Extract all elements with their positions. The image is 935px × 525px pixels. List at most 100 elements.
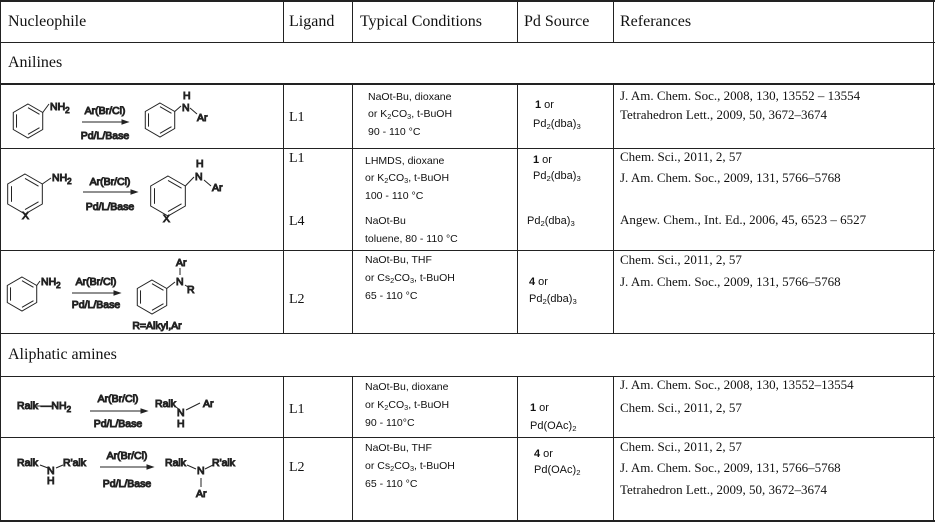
double-bond: [27, 127, 40, 135]
reference: Angew. Chem., Int. Ed., 2006, 45, 6523 –…: [620, 212, 867, 227]
ar-label: Ar: [203, 398, 214, 410]
ar-label: Ar: [196, 488, 207, 500]
header-references: Referances: [620, 13, 692, 30]
bond-line: [189, 107, 198, 115]
bond-line: [186, 464, 197, 470]
catalyst-label: Pd/L/Base: [94, 418, 143, 430]
n-label: N: [182, 102, 190, 114]
condition-line: or Cs2CO3, t-BuOH: [365, 460, 455, 473]
reagent-label: Ar(Br/Cl): [90, 176, 131, 188]
bond-line: [42, 177, 52, 185]
n-label: N: [197, 465, 205, 477]
r-alk-label: R'alk: [212, 457, 236, 469]
bond-line: [185, 402, 201, 411]
double-bond: [167, 179, 182, 189]
reference: J. Am. Chem. Soc., 2008, 130, 13552 – 13…: [620, 88, 861, 103]
reference: Tetrahedron Lett., 2009, 50, 3672–3674: [620, 482, 828, 497]
catalyst-label: Pd/L/Base: [81, 130, 130, 142]
double-bond: [24, 201, 39, 211]
ligand-cell: L1: [289, 402, 305, 417]
h-label: H: [183, 90, 191, 102]
pd-source-line: Pd2(dba)3: [529, 293, 577, 306]
bond-line: [174, 105, 182, 112]
double-bond: [167, 203, 182, 213]
condition-line: 90 - 110 °C: [368, 126, 421, 138]
double-bond: [151, 283, 164, 291]
reference: Chem. Sci., 2011, 2, 57: [620, 439, 742, 454]
r-definition: R=Alkyl,Ar: [132, 320, 182, 332]
r-label: R: [187, 284, 195, 296]
ar-label: Ar: [176, 257, 187, 269]
h-label: H: [47, 475, 55, 487]
condition-line: LHMDS, dioxane: [365, 155, 445, 167]
ar-label: Ar: [197, 112, 208, 124]
benzene-ring: [12, 103, 44, 139]
reagent-label: Ar(Br/Cl): [98, 393, 139, 405]
x-label: X: [163, 213, 170, 225]
scheme-row-1: NH2 Ar(Br/Cl) Pd/L/Base H N Ar: [50, 90, 209, 143]
reference: Chem. Sci., 2011, 2, 57: [620, 400, 742, 415]
condition-line: NaOt-Bu, dioxane: [365, 381, 449, 393]
reference: J. Am. Chem. Soc., 2009, 131, 5766–5768: [620, 274, 841, 289]
catalyst-label: Pd/L/Base: [103, 478, 152, 490]
header-pd-source: Pd Source: [524, 13, 590, 30]
condition-line: NaOt-Bu: [365, 215, 406, 227]
ralk-label: Ralk: [165, 457, 187, 469]
bond-line: [184, 284, 189, 288]
arrow-head: [140, 408, 149, 414]
bond-line: [166, 281, 176, 289]
arrow-head: [113, 290, 122, 296]
bond-lines: [6, 102, 214, 487]
bond-line: [184, 176, 195, 187]
condition-line: 100 - 110 °C: [365, 190, 424, 202]
condition-line: or K2CO3, t-BuOH: [365, 172, 450, 185]
arrow-head: [130, 189, 139, 195]
nh2-label: NH2: [50, 101, 70, 115]
bond-line: [39, 464, 49, 469]
bond-line: [36, 280, 41, 286]
benzene-ring: [150, 175, 186, 217]
scheme-row-5: Ralk N H R'alk Ar(Br/Cl) Pd/L/Base Ralk …: [17, 450, 237, 501]
double-bond: [151, 303, 164, 311]
pd-source-line: 4 or: [529, 276, 548, 288]
condition-line: 65 - 110 °C: [365, 290, 418, 302]
n-label: N: [195, 171, 203, 183]
benzene-ring: [144, 102, 176, 138]
n-label: N: [177, 407, 185, 419]
benzene-ring: [6, 276, 38, 312]
arrow-head: [146, 464, 155, 470]
condition-line: 65 - 110 °C: [365, 478, 418, 490]
n-label: N: [47, 465, 55, 477]
ligand-cell: L2: [289, 460, 305, 475]
pd-source-line: Pd(OAc)2: [534, 464, 581, 477]
double-bond: [24, 177, 39, 187]
pd-source-line: Pd2(dba)3: [533, 118, 581, 131]
alkylamine-label: Ralk —NH2: [17, 400, 72, 414]
reference: Chem. Sci., 2011, 2, 57: [620, 252, 742, 267]
condition-line: toluene, 80 - 110 °C: [365, 233, 458, 245]
bond-line: [204, 464, 214, 470]
ligand-cell: L1: [289, 110, 305, 125]
condition-line: 90 - 110°C: [365, 417, 415, 429]
bond-line: [42, 103, 50, 113]
pd-source-line: 1 or: [533, 154, 552, 166]
ligand-cell: L4: [289, 214, 305, 229]
reagent-label: Ar(Br/Cl): [76, 276, 117, 288]
nh2-label: NH2: [41, 276, 61, 290]
condition-line: NaOt-Bu, THF: [365, 254, 432, 266]
ralk-label: Ralk: [155, 398, 177, 410]
catalyst-label: Pd/L/Base: [72, 299, 121, 311]
reagent-label: Ar(Br/Cl): [85, 105, 126, 117]
bond-line: [203, 179, 212, 187]
reference: J. Am. Chem. Soc., 2008, 130, 13552–1355…: [620, 377, 854, 392]
condition-line: or Cs2CO3, t-BuOH: [365, 272, 455, 285]
reference: Tetrahedron Lett., 2009, 50, 3672–3674: [620, 107, 828, 122]
x-label: X: [22, 210, 29, 222]
arrow-head: [121, 119, 130, 125]
section-anilines: Anilines: [8, 54, 63, 71]
double-bond: [159, 106, 172, 114]
nh2-label: NH2: [52, 172, 72, 186]
reference: Chem. Sci., 2011, 2, 57: [620, 149, 742, 164]
pd-source-line: Pd2(dba)3: [527, 215, 575, 228]
ligand-cell: L1: [289, 151, 305, 166]
